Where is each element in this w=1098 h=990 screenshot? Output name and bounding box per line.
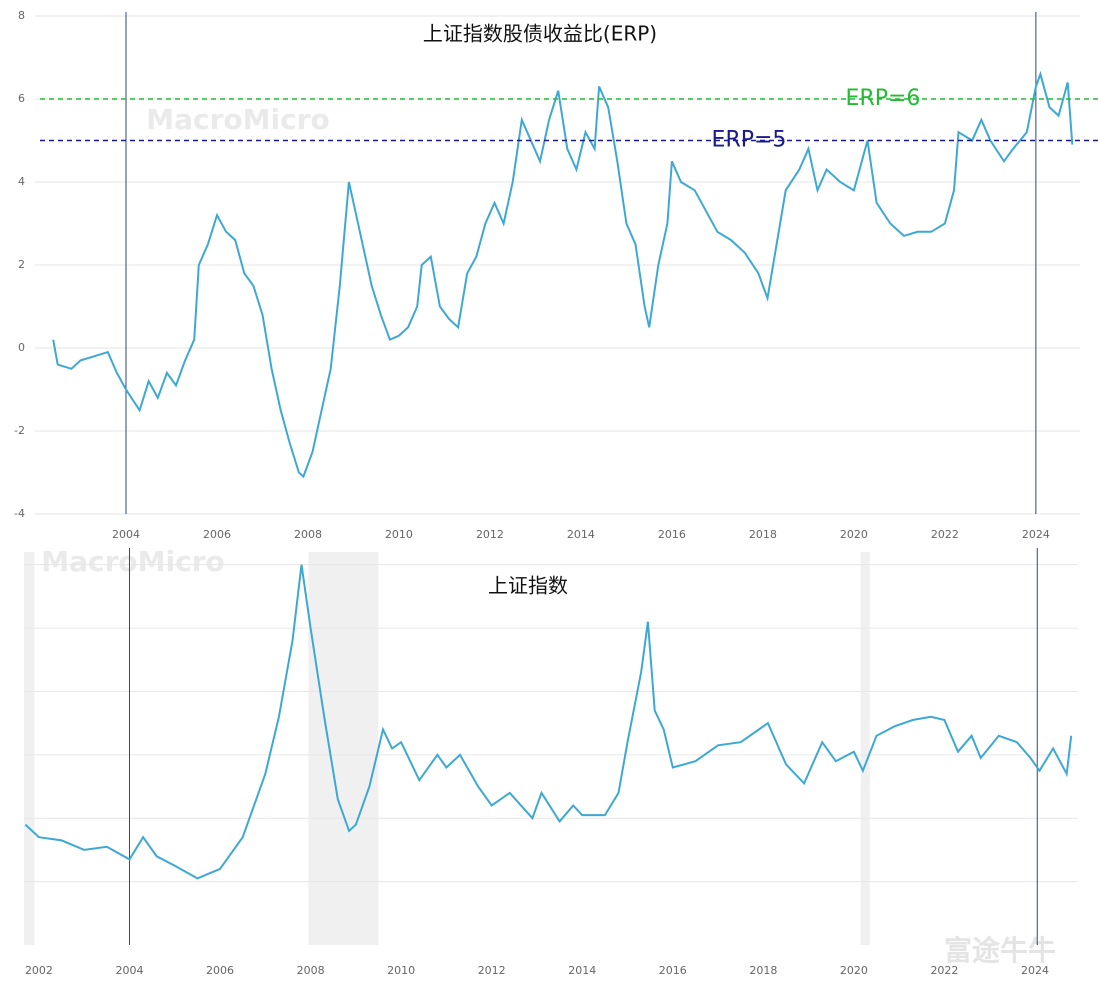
x-tick-label: 2018 — [749, 528, 777, 541]
x-tick-label: 2002 — [25, 964, 53, 977]
y-tick-label: 8 — [18, 9, 25, 22]
x-tick-label: 2006 — [203, 528, 231, 541]
shaded-period — [24, 552, 35, 945]
x-tick-label: 2022 — [930, 964, 958, 977]
y-tick-label: 4 — [18, 175, 25, 188]
x-tick-label: 2004 — [115, 964, 143, 977]
x-tick-label: 2008 — [294, 528, 322, 541]
y-tick-label: 6 — [18, 92, 25, 105]
reference-label: ERP=6 — [846, 86, 921, 111]
x-tick-label: 2022 — [931, 528, 959, 541]
x-tick-label: 2024 — [1021, 964, 1049, 977]
shaded-period — [860, 552, 870, 945]
x-tick-label: 2014 — [567, 528, 595, 541]
x-tick-label: 2016 — [658, 528, 686, 541]
x-tick-label: 2016 — [659, 964, 687, 977]
shaded-period — [308, 552, 379, 945]
data-line — [24, 564, 1073, 880]
x-tick-label: 2004 — [112, 528, 140, 541]
x-tick-label: 2010 — [387, 964, 415, 977]
x-tick-label: 2024 — [1022, 528, 1050, 541]
x-tick-label: 2012 — [476, 528, 504, 541]
x-tick-label: 2010 — [385, 528, 413, 541]
reference-label: ERP=5 — [712, 128, 787, 153]
x-tick-label: 2006 — [206, 964, 234, 977]
watermark: MacroMicro — [41, 545, 225, 578]
chart-title: 上证指数股债收益比(ERP) — [423, 22, 657, 46]
footer-watermark: 富途牛牛 — [944, 934, 1056, 967]
y-tick-label: -2 — [14, 424, 25, 437]
x-tick-label: 2008 — [297, 964, 325, 977]
x-tick-label: 2018 — [749, 964, 777, 977]
x-tick-label: 2020 — [840, 528, 868, 541]
y-tick-label: 0 — [18, 341, 25, 354]
x-tick-label: 2012 — [478, 964, 506, 977]
y-tick-label: -4 — [14, 507, 25, 520]
x-tick-label: 2014 — [568, 964, 596, 977]
y-tick-label: 2 — [18, 258, 25, 271]
chart-title: 上证指数 — [488, 574, 568, 598]
x-tick-label: 2020 — [840, 964, 868, 977]
data-line — [52, 70, 1074, 479]
watermark: MacroMicro — [146, 103, 330, 136]
